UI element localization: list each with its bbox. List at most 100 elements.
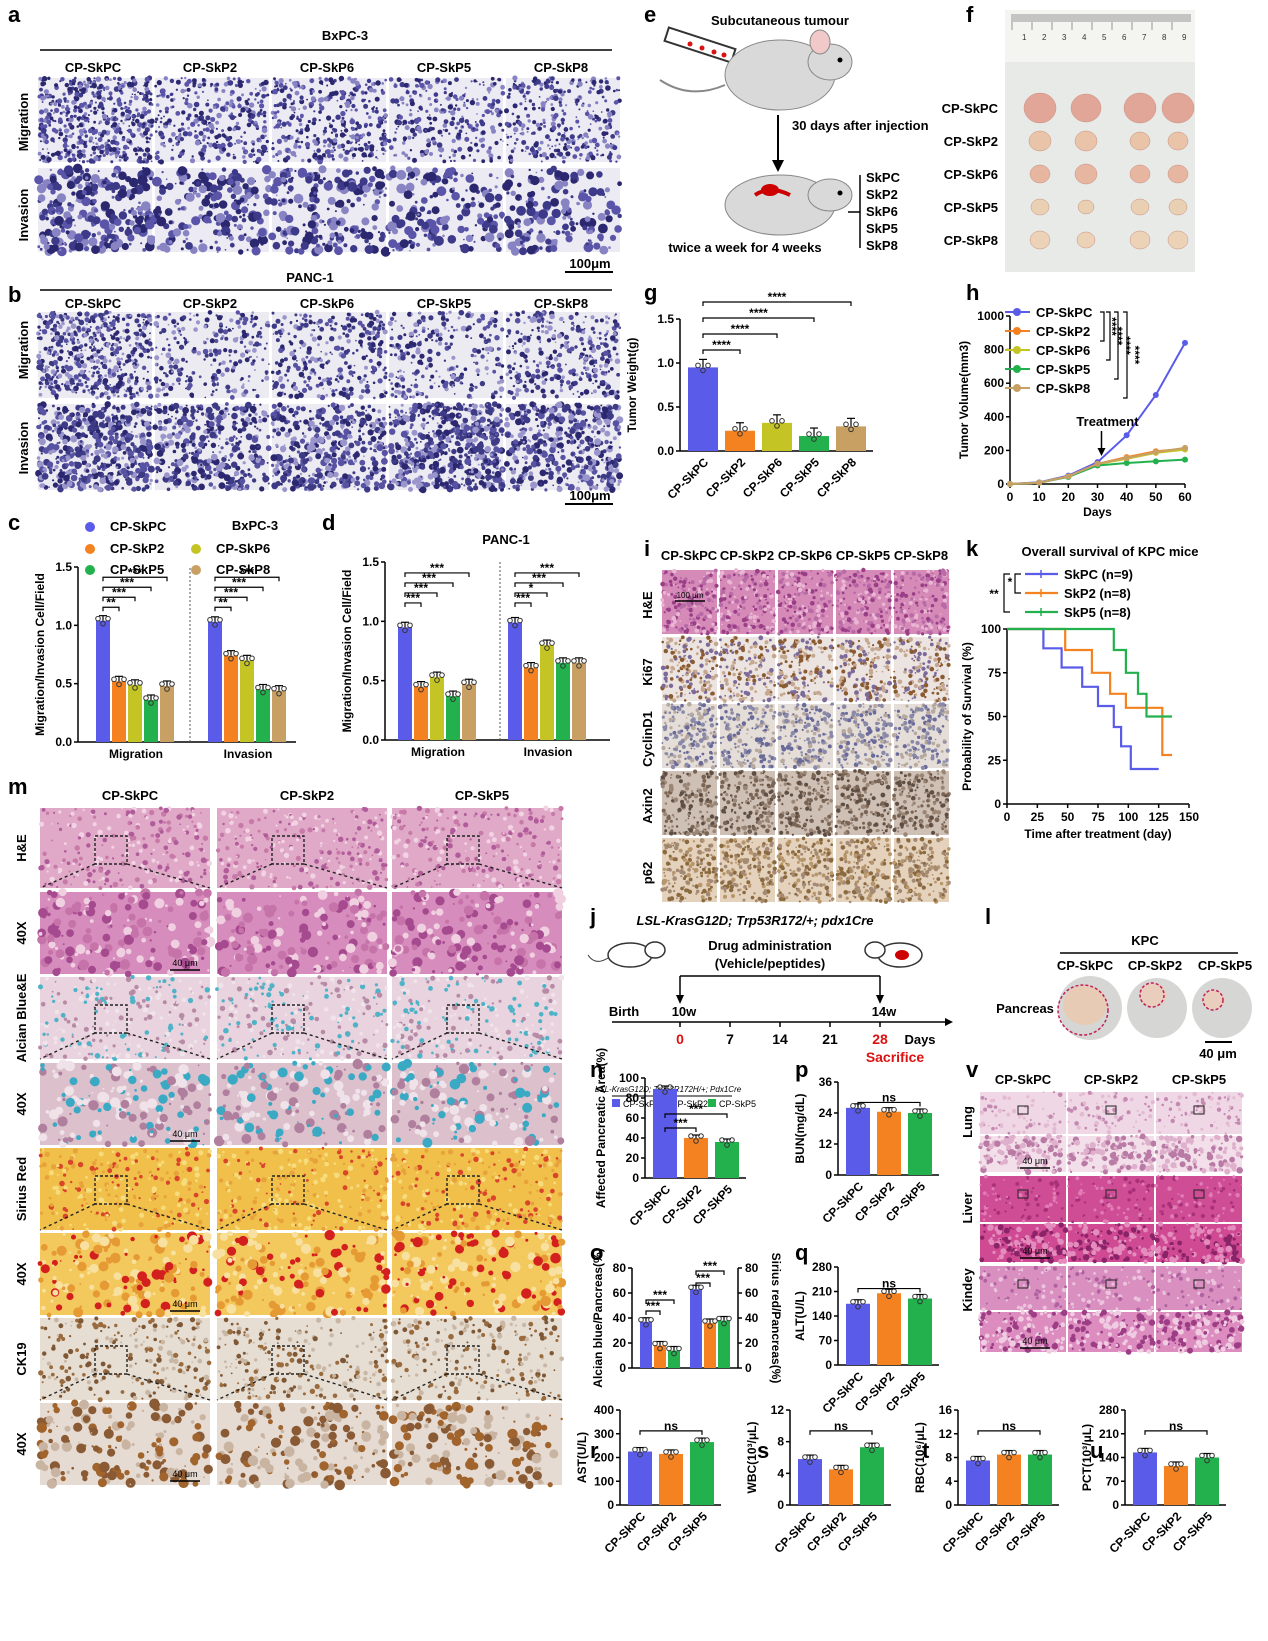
tumor: [1070, 93, 1102, 123]
y-axis-label: Alcian blue/Pancreas(%): [591, 1248, 605, 1387]
panel-letter-q: q: [795, 1240, 808, 1265]
chart-h: 0 200 400 600 800 1000 0 10 20 30 40 50 60 Days Tumor …: [957, 305, 1192, 519]
m-row-3: 40X: [14, 1092, 29, 1115]
y-tick-label: 0.0: [362, 733, 379, 747]
y-tick-label: 12: [819, 1137, 833, 1151]
v-row-1: Liver: [960, 1192, 975, 1223]
panel-letter-k: k: [966, 536, 979, 561]
y-axis-label: Migration/Invasion Cell/Field: [340, 570, 354, 733]
chart-k: Overall survival of KPC mice 0 25 50 75 100 0 2…: [960, 544, 1199, 841]
j-day-tick: 28: [872, 1031, 888, 1047]
significance-label: ***: [696, 1271, 710, 1285]
tumor: [1023, 92, 1057, 124]
i-ihc-grid: CP-SkPC CP-SkP2 CP-SkP6 CP-SkP5 CP-SkP8 H&E Ki…: [640, 548, 952, 904]
panel-letter-e: e: [644, 2, 656, 27]
y-tick-label: 24: [819, 1106, 833, 1120]
y-tick-label: 0.0: [55, 735, 72, 749]
bar-c-0-3: [144, 700, 158, 742]
y2-tick-label: 20: [745, 1336, 759, 1350]
y2-tick-label: 80: [745, 1261, 759, 1275]
i-col-1: CP-SkP2: [720, 548, 774, 563]
b-col-1: CP-SkP2: [183, 296, 237, 311]
x-axis-label: Time after treatment (day): [1024, 827, 1171, 841]
bar-n-2: [715, 1142, 739, 1178]
bar-t-1: [997, 1454, 1021, 1505]
tumor: [1076, 231, 1096, 249]
a-scale-label: 100μm: [569, 256, 610, 271]
chart-d: PANC-1 0.0 0.5 1.0 1.5 Migration/Invasion Cel…: [340, 532, 610, 759]
significance-label: ns: [1002, 1419, 1016, 1433]
y2-tick-label: 0: [745, 1361, 752, 1375]
bar-o-0-2: [668, 1350, 680, 1368]
chart-title: BxPC-3: [232, 518, 278, 533]
x-tick-label: 50: [1149, 490, 1163, 504]
significance-label: ***: [422, 571, 436, 585]
y-tick-label: 75: [988, 666, 1002, 680]
significance-label: ***: [128, 565, 142, 579]
y-tick-label: 8: [945, 1451, 952, 1465]
chart-n: LSL-KrasG12D; Trp53R172H/+; Pdx1CreCP-Sk…: [594, 1048, 756, 1229]
m-scale: 40 μm: [172, 1469, 197, 1479]
a-col-3: CP-SkP5: [417, 60, 471, 75]
bar-r-2: [690, 1442, 714, 1505]
y-tick-label: 8: [777, 1435, 784, 1449]
bar-g-0: [688, 367, 718, 451]
y-tick-label: 600: [984, 376, 1004, 390]
bar-q-0: [846, 1303, 870, 1365]
h-annotation: Treatment: [1076, 414, 1139, 429]
bar-r-1: [659, 1453, 683, 1505]
x-tick-label: 50: [1061, 810, 1075, 824]
y-tick-label: 0.5: [362, 674, 379, 688]
significance-label: ***: [430, 561, 444, 575]
x-tick-label: CP-SkPC: [664, 455, 711, 502]
j-10w: 10w: [672, 1004, 697, 1019]
bar-g-2: [762, 422, 792, 451]
bar-c-1-0: [208, 621, 222, 742]
i-row-3: Axin2: [640, 788, 655, 823]
y-tick-label: 20: [626, 1151, 640, 1165]
a-col-0: CP-SkPC: [65, 60, 122, 75]
y-tick-label: 0: [825, 1358, 832, 1372]
y-tick-label: 0: [994, 797, 1001, 811]
j-sacrifice: Sacrifice: [866, 1049, 925, 1065]
bar-c-0-0: [96, 620, 110, 742]
panel-letter-b: b: [8, 282, 21, 307]
y-tick-label: 80: [626, 1091, 640, 1105]
y-tick-label: 80: [613, 1261, 627, 1275]
l-pancreas: KPC CP-SkPC CP-SkP2 CP-SkP5 Pancreas 40 …: [996, 933, 1252, 1061]
b-row-0: Migration: [16, 321, 31, 380]
m-scale: 40 μm: [172, 1299, 197, 1309]
point: [1182, 339, 1188, 346]
j-14w: 14w: [872, 1004, 897, 1019]
panel-letter-n: n: [590, 1057, 603, 1082]
y-axis-label: RBC(10⁶/μL): [913, 1422, 927, 1493]
f-row-4: CP-SkP8: [944, 233, 998, 248]
l-col-2: CP-SkP5: [1198, 958, 1252, 973]
f-row-1: CP-SkP2: [944, 134, 998, 149]
significance-label: ***: [689, 1102, 703, 1116]
point: [1152, 391, 1159, 398]
y-tick-label: 50: [988, 710, 1002, 724]
panel-letter-f: f: [966, 2, 974, 27]
legend-item: CP-SkP2: [671, 1099, 708, 1109]
v-scale: 40 μm: [1022, 1246, 1047, 1256]
y-tick-label: 0: [1112, 1498, 1119, 1512]
legend-item: CP-SkP6: [216, 541, 270, 556]
a-col-1: CP-SkP2: [183, 60, 237, 75]
tumor: [1077, 199, 1095, 215]
bar-q-1: [877, 1293, 901, 1365]
i-scale: 100 μm: [677, 591, 704, 600]
mouse-bottom-icon: [724, 174, 853, 236]
y-axis-label: AST(U/L): [575, 1432, 589, 1483]
panel-letter-g: g: [644, 280, 657, 305]
significance-label: ***: [540, 561, 554, 575]
point: [1065, 473, 1072, 480]
y-tick-label: 60: [613, 1286, 627, 1300]
cd-legend: CP-SkPC CP-SkP2 CP-SkP6 CP-SkP5 CP-SkP8: [85, 519, 270, 577]
tumor: [1130, 198, 1150, 216]
bar-d-0-2: [430, 677, 444, 740]
i-col-2: CP-SkP6: [778, 548, 832, 563]
y-tick-label: 100: [594, 1474, 614, 1488]
